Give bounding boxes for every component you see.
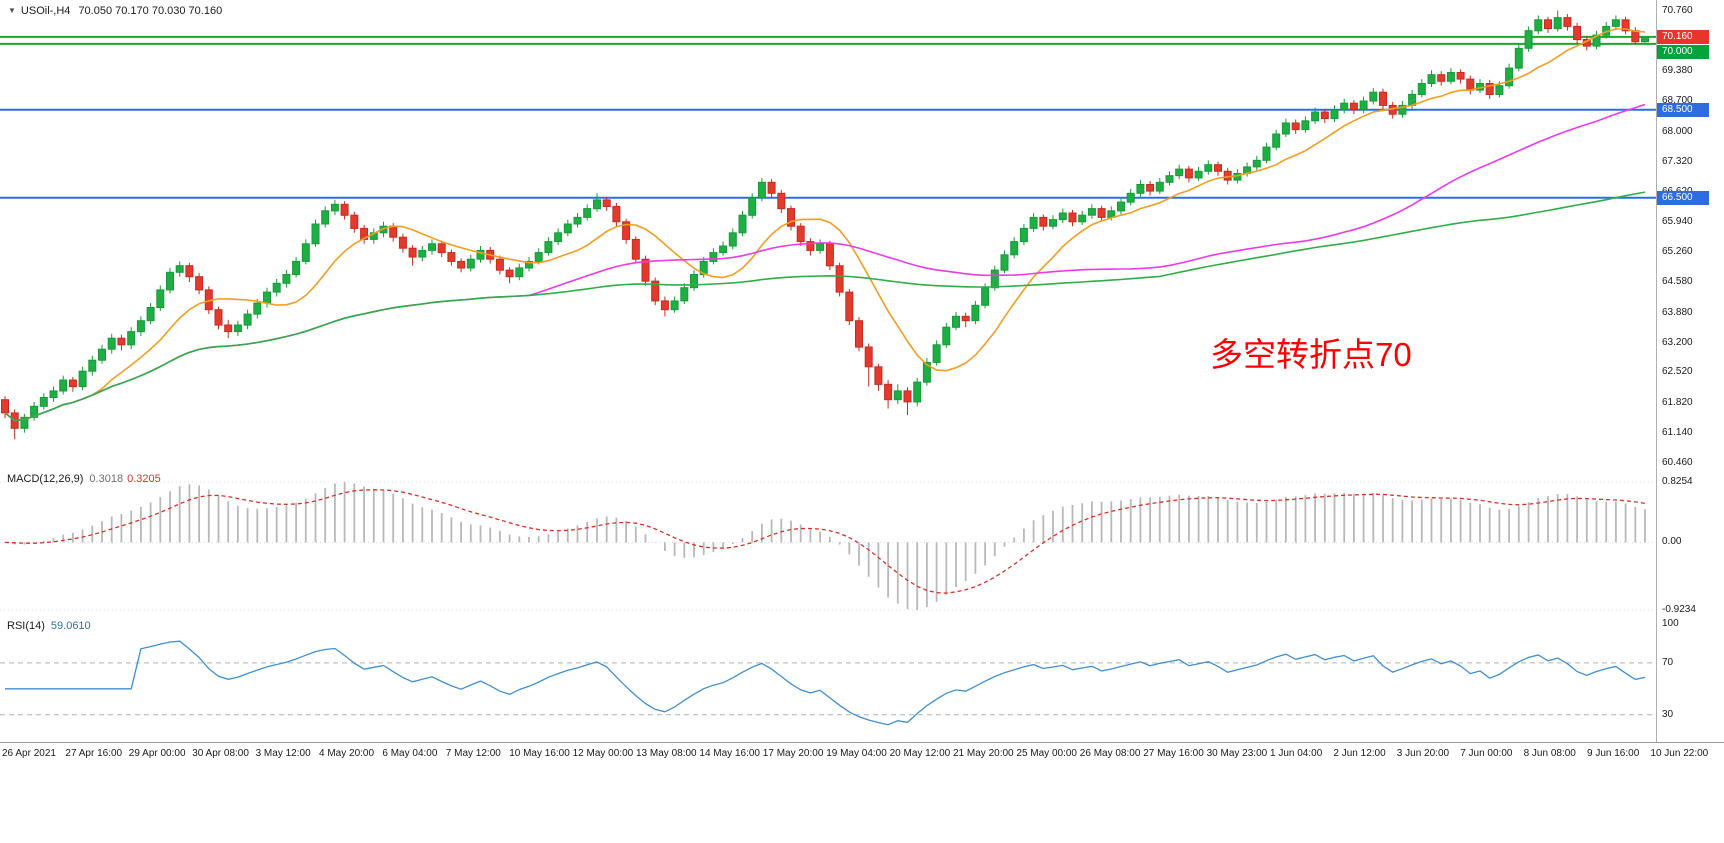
main-chart-panel[interactable]: ▼ USOil-,H4 70.050 70.170 70.030 70.160 多空… xyxy=(0,0,1724,470)
time-axis-label: 26 May 08:00 xyxy=(1079,748,1141,759)
chart-title: ▼ USOil-,H4 70.050 70.170 70.030 70.160 xyxy=(8,5,222,17)
macd-axis-label: -0.9234 xyxy=(1662,604,1696,615)
price-axis-label: 68.700 xyxy=(1662,95,1693,107)
price-axis-label: 63.880 xyxy=(1662,306,1693,318)
rsi-axis-label: 30 xyxy=(1662,708,1674,720)
price-axis-label: 65.940 xyxy=(1662,216,1693,228)
ohlc-values: 70.050 70.170 70.030 70.160 xyxy=(78,5,223,17)
time-axis-label: 20 May 12:00 xyxy=(889,748,951,759)
time-axis-label: 7 May 12:00 xyxy=(445,748,501,759)
time-axis-label: 3 May 12:00 xyxy=(255,748,311,759)
macd-name: MACD(12,26,9) xyxy=(7,473,84,485)
time-axis-label: 6 May 04:00 xyxy=(382,748,438,759)
time-axis-label: 8 Jun 08:00 xyxy=(1523,748,1576,759)
macd-signal-value: 0.3205 xyxy=(127,473,161,485)
time-axis-label: 27 Apr 16:00 xyxy=(65,748,123,759)
macd-label: MACD(12,26,9) 0.3018 0.3205 xyxy=(7,473,161,485)
price-axis-label: 70.760 xyxy=(1662,4,1693,16)
candlestick-chart[interactable] xyxy=(0,0,1656,470)
time-axis-label: 19 May 04:00 xyxy=(826,748,887,759)
price-axis-label: 61.140 xyxy=(1662,427,1693,439)
time-axis-label: 13 May 08:00 xyxy=(636,748,697,759)
time-axis-label: 10 May 16:00 xyxy=(509,748,570,759)
price-badge: 70.000 xyxy=(1657,44,1709,59)
symbol-period-label: USOil-,H4 xyxy=(20,5,71,17)
price-axis-label: 63.200 xyxy=(1662,336,1693,348)
symbol-dropdown-icon[interactable]: ▼ xyxy=(8,6,16,15)
macd-main-value: 0.3018 xyxy=(89,473,124,485)
rsi-axis-label: 70 xyxy=(1662,656,1674,668)
macd-axis-label: 0.00 xyxy=(1662,536,1682,548)
time-axis-label: 4 May 20:00 xyxy=(319,748,375,759)
rsi-label: RSI(14) 59.0610 xyxy=(7,620,91,632)
rsi-axis-label: 100 xyxy=(1662,618,1679,629)
price-axis[interactable]: 70.76070.08069.38068.70068.00067.32066.6… xyxy=(1656,0,1724,742)
rsi-chart[interactable] xyxy=(0,617,1656,742)
price-axis-label: 64.580 xyxy=(1662,276,1693,287)
price-axis-label: 61.820 xyxy=(1662,397,1693,409)
price-badge: 68.500 xyxy=(1657,102,1709,117)
macd-axis-label: 0.8254 xyxy=(1662,476,1693,487)
price-badge: 70.160 xyxy=(1657,29,1709,44)
rsi-panel[interactable]: RSI(14) 59.0610 xyxy=(0,617,1724,742)
chart-annotation[interactable]: 多空转折点70 xyxy=(1210,336,1412,373)
time-axis-label: 26 Apr 2021 xyxy=(2,748,56,759)
price-axis-label: 67.320 xyxy=(1662,155,1693,167)
price-axis-label: 69.380 xyxy=(1662,65,1693,77)
time-axis-label: 3 Jun 20:00 xyxy=(1396,748,1450,759)
time-axis-label: 2 Jun 12:00 xyxy=(1333,748,1386,759)
rsi-value: 59.0610 xyxy=(50,620,91,632)
macd-panel[interactable]: MACD(12,26,9) 0.3018 0.3205 xyxy=(0,470,1724,617)
time-axis-label: 30 May 23:00 xyxy=(1206,748,1268,759)
rsi-name: RSI(14) xyxy=(7,620,45,632)
macd-chart[interactable] xyxy=(0,470,1656,617)
time-axis-label: 29 Apr 00:00 xyxy=(128,748,186,759)
time-axis-label: 14 May 16:00 xyxy=(699,748,760,759)
time-axis-label: 25 May 00:00 xyxy=(1016,748,1077,759)
price-axis-label: 62.520 xyxy=(1662,366,1693,378)
price-axis-label: 60.460 xyxy=(1662,456,1693,468)
time-axis-label: 1 Jun 04:00 xyxy=(1270,748,1323,759)
price-axis-label: 65.260 xyxy=(1662,246,1693,258)
time-axis-label: 17 May 20:00 xyxy=(762,748,824,759)
time-axis-label: 21 May 20:00 xyxy=(953,748,1014,759)
time-axis-label: 9 Jun 16:00 xyxy=(1587,748,1640,759)
time-axis-label: 30 Apr 08:00 xyxy=(192,748,249,759)
price-axis-label: 68.000 xyxy=(1662,125,1693,137)
time-axis-label: 12 May 00:00 xyxy=(572,748,634,759)
time-axis-label: 10 Jun 22:00 xyxy=(1650,748,1709,759)
time-axis[interactable]: 26 Apr 2021 27 Apr 16:00 29 Apr 00:00 30 Ap… xyxy=(0,742,1724,764)
time-axis-label: 7 Jun 00:00 xyxy=(1460,748,1513,759)
price-badge: 66.500 xyxy=(1657,190,1709,205)
time-axis-label: 27 May 16:00 xyxy=(1143,748,1204,759)
